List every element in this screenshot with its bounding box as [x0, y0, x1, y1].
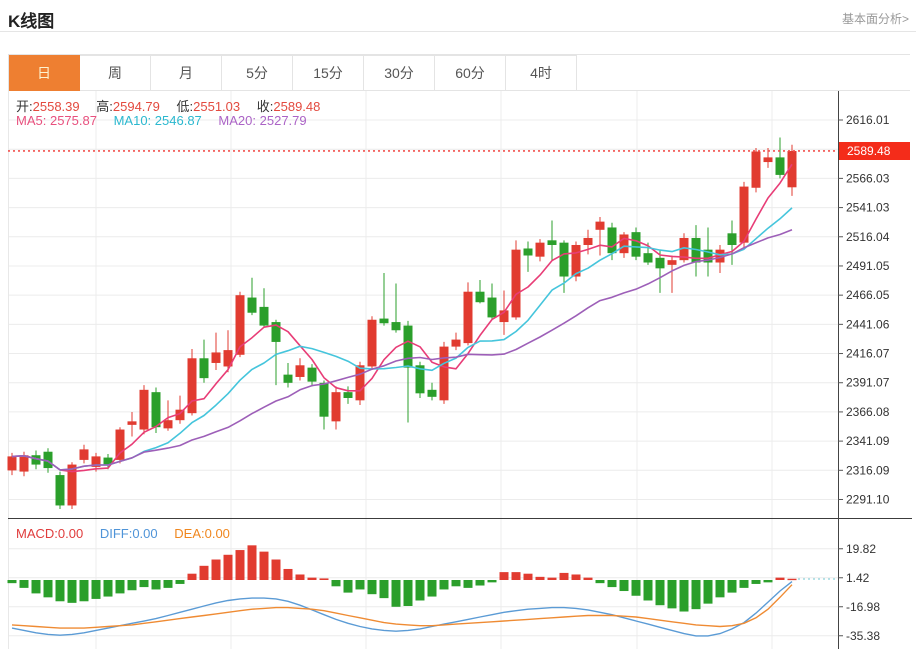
ma5-layer — [11, 163, 793, 473]
close-value: 2589.48 — [273, 99, 321, 114]
dea-label: DEA: — [174, 526, 205, 541]
price-axis-label: 2516.04 — [846, 230, 890, 244]
price-axis-label: 2291.10 — [846, 492, 890, 506]
tab-60min[interactable]: 60分 — [435, 55, 506, 91]
price-axis-label: 2441.06 — [846, 317, 890, 331]
ma20-value: 2527.79 — [259, 113, 307, 128]
price-axis: 2616.01 2566.03 2541.03 2516.04 2491.05 2466.… — [838, 113, 890, 506]
ma5-line — [11, 163, 793, 473]
macd-histogram — [7, 545, 797, 612]
tab-month[interactable]: 月 — [151, 55, 222, 91]
open-label: 开: — [16, 99, 33, 114]
ma10-layer — [11, 207, 793, 471]
ohlc-legend: 开:2558.39 高:2594.79 低:2551.03 收:2589.48 — [16, 96, 333, 115]
chart-frame — [8, 54, 912, 649]
price-axis-label: 2416.07 — [846, 347, 890, 361]
low-label: 低: — [176, 99, 194, 114]
price-axis-label: 2366.08 — [846, 405, 890, 419]
tab-5min[interactable]: 5分 — [222, 55, 293, 91]
current-price-badge: 2589.48 — [839, 142, 910, 160]
ma5-value: 2575.87 — [49, 113, 97, 128]
high-value: 2594.79 — [112, 99, 160, 114]
ma-legend: MA5: 2575.87 MA10: 2546.87 MA20: 2527.79 — [16, 113, 320, 128]
ma10-line — [11, 207, 793, 471]
dea-value: 0.00 — [204, 526, 230, 541]
macd-axis-label: -16.98 — [846, 600, 880, 614]
dea-line — [11, 584, 793, 629]
macd-axis-label: 19.82 — [846, 542, 876, 556]
price-axis-label: 2466.05 — [846, 288, 890, 302]
title-divider — [0, 31, 916, 32]
macd-axis-label: -35.38 — [846, 629, 880, 643]
diff-value: 0.00 — [132, 526, 158, 541]
price-axis-label: 2616.01 — [846, 113, 890, 127]
open-value: 2558.39 — [32, 99, 80, 114]
ma20-label: MA20: — [218, 113, 256, 128]
page-title: K线图 — [8, 12, 55, 31]
ma10-value: 2546.87 — [154, 113, 202, 128]
price-axis-label: 2391.07 — [846, 376, 890, 390]
tab-30min[interactable]: 30分 — [364, 55, 435, 91]
price-axis-label: 2566.03 — [846, 171, 890, 185]
macd-label: MACD: — [16, 526, 58, 541]
fundamental-analysis-link[interactable]: 基本面分析> — [841, 12, 909, 26]
macd-legend: MACD:0.00 DIFF:0.00 DEA:0.00 — [16, 526, 243, 541]
close-label: 收: — [256, 99, 274, 114]
candlestick-series — [7, 137, 797, 509]
diff-layer — [11, 581, 793, 637]
ma5-label: MA5: — [16, 113, 47, 128]
price-axis-label: 2341.09 — [846, 434, 890, 448]
price-axis-label: 2541.03 — [846, 201, 890, 215]
diff-label: DIFF: — [99, 526, 133, 541]
high-label: 高: — [96, 99, 113, 114]
interval-tabbar: 日 周 月 5分 15分 30分 60分 4时 — [8, 55, 577, 91]
ma20-line — [11, 229, 793, 471]
macd-axis-label: 1.42 — [846, 571, 870, 585]
price-axis-label: 2491.05 — [846, 259, 890, 273]
diff-line — [11, 581, 793, 637]
tab-4hour[interactable]: 4时 — [506, 55, 577, 91]
tab-15min[interactable]: 15分 — [293, 55, 364, 91]
ma20-layer — [11, 229, 793, 471]
macd-axis: 19.82 1.42 -16.98 -35.38 — [838, 542, 880, 643]
price-axis-label: 2316.09 — [846, 463, 890, 477]
tab-day[interactable]: 日 — [9, 55, 80, 91]
low-value: 2551.03 — [193, 99, 241, 114]
ma10-label: MA10: — [113, 113, 152, 128]
dea-layer — [11, 584, 793, 629]
macd-value: 0.00 — [57, 526, 84, 541]
tab-week[interactable]: 周 — [80, 55, 151, 91]
